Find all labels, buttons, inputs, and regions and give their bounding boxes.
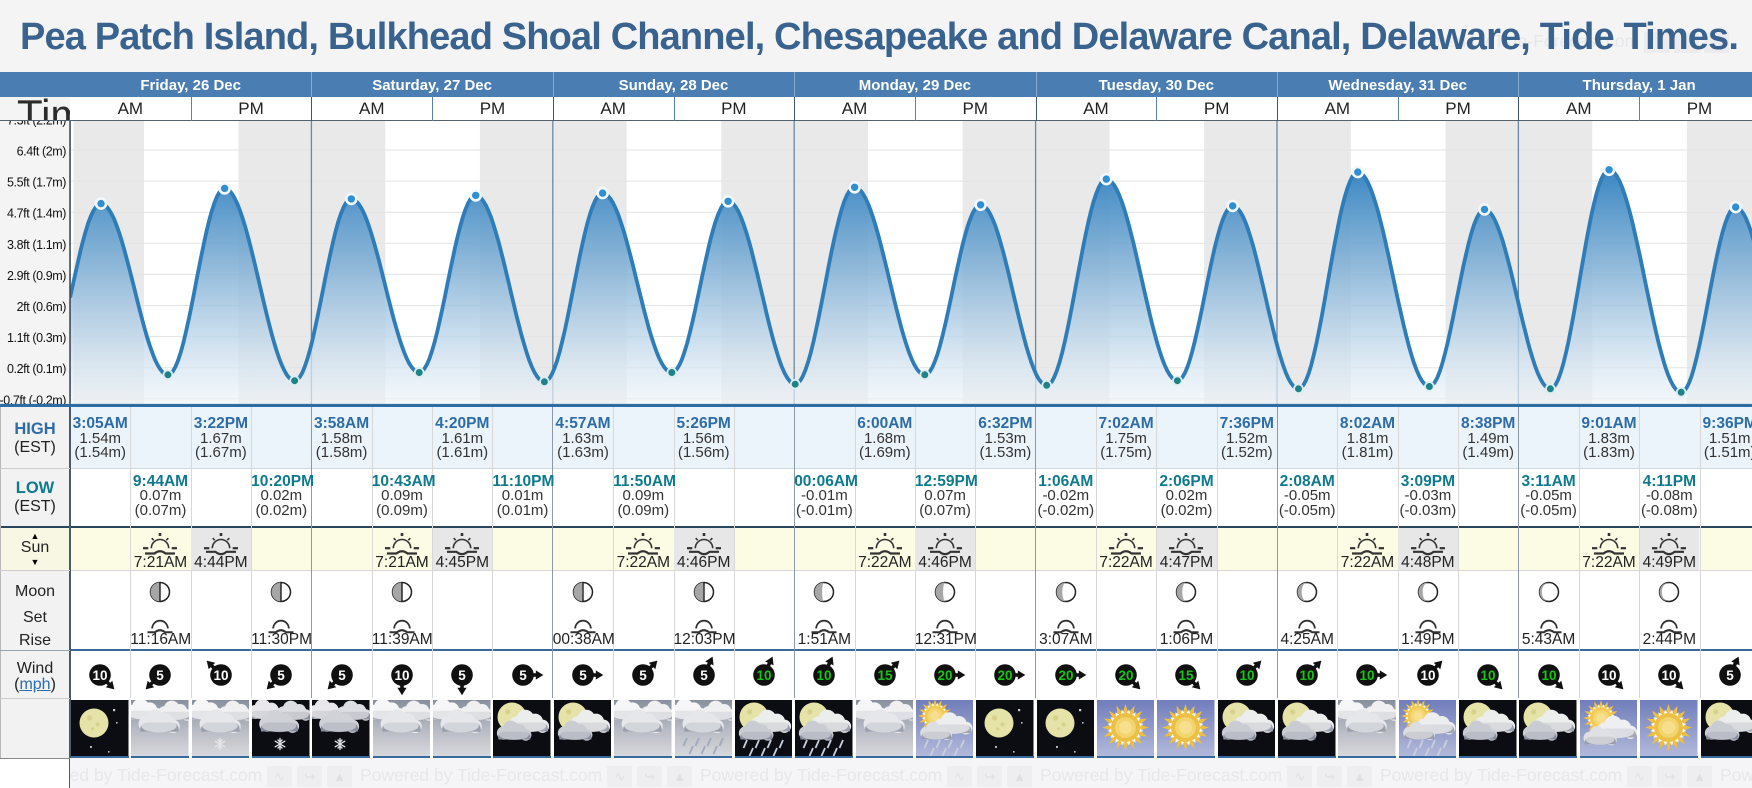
svg-text:5: 5 xyxy=(700,668,708,683)
svg-text:10: 10 xyxy=(817,668,832,683)
svg-text:10: 10 xyxy=(1601,668,1616,683)
svg-text:10: 10 xyxy=(1420,668,1435,683)
svg-text:2.9ft (0.9m): 2.9ft (0.9m) xyxy=(7,268,66,282)
svg-text:6.4ft (2m): 6.4ft (2m) xyxy=(17,144,67,158)
svg-text:-0.7ft (-0.2m): -0.7ft (-0.2m) xyxy=(0,393,66,407)
svg-text:5: 5 xyxy=(519,668,527,683)
svg-text:5: 5 xyxy=(459,668,467,683)
svg-text:15: 15 xyxy=(1179,668,1195,683)
svg-text:5.5ft (1.7m): 5.5ft (1.7m) xyxy=(7,175,66,189)
svg-text:5: 5 xyxy=(338,668,346,683)
svg-text:10: 10 xyxy=(756,668,771,683)
svg-text:10: 10 xyxy=(1360,668,1375,683)
svg-text:5: 5 xyxy=(157,668,165,683)
svg-text:20: 20 xyxy=(1119,668,1134,683)
svg-text:7.3ft (2.2m): 7.3ft (2.2m) xyxy=(7,121,66,127)
svg-text:1.1ft (0.3m): 1.1ft (0.3m) xyxy=(7,331,66,345)
svg-text:5: 5 xyxy=(278,668,286,683)
svg-text:5: 5 xyxy=(640,668,648,683)
svg-text:10: 10 xyxy=(213,668,228,683)
svg-text:0.2ft (0.1m): 0.2ft (0.1m) xyxy=(7,362,66,376)
svg-text:20: 20 xyxy=(938,668,953,683)
svg-text:20: 20 xyxy=(998,668,1013,683)
svg-text:10: 10 xyxy=(394,668,409,683)
svg-text:5: 5 xyxy=(579,668,587,683)
svg-text:10: 10 xyxy=(1239,668,1254,683)
svg-text:2ft (0.6m): 2ft (0.6m) xyxy=(17,300,67,314)
svg-text:10: 10 xyxy=(1481,668,1496,683)
svg-text:4.7ft (1.4m): 4.7ft (1.4m) xyxy=(7,206,66,220)
svg-text:10: 10 xyxy=(1662,668,1677,683)
svg-text:10: 10 xyxy=(93,668,108,683)
svg-text:10: 10 xyxy=(1541,668,1556,683)
svg-text:10: 10 xyxy=(1300,668,1315,683)
svg-text:20: 20 xyxy=(1058,668,1073,683)
svg-text:5: 5 xyxy=(1726,668,1734,683)
svg-text:15: 15 xyxy=(877,668,893,683)
svg-text:3.8ft (1.1m): 3.8ft (1.1m) xyxy=(7,237,66,251)
